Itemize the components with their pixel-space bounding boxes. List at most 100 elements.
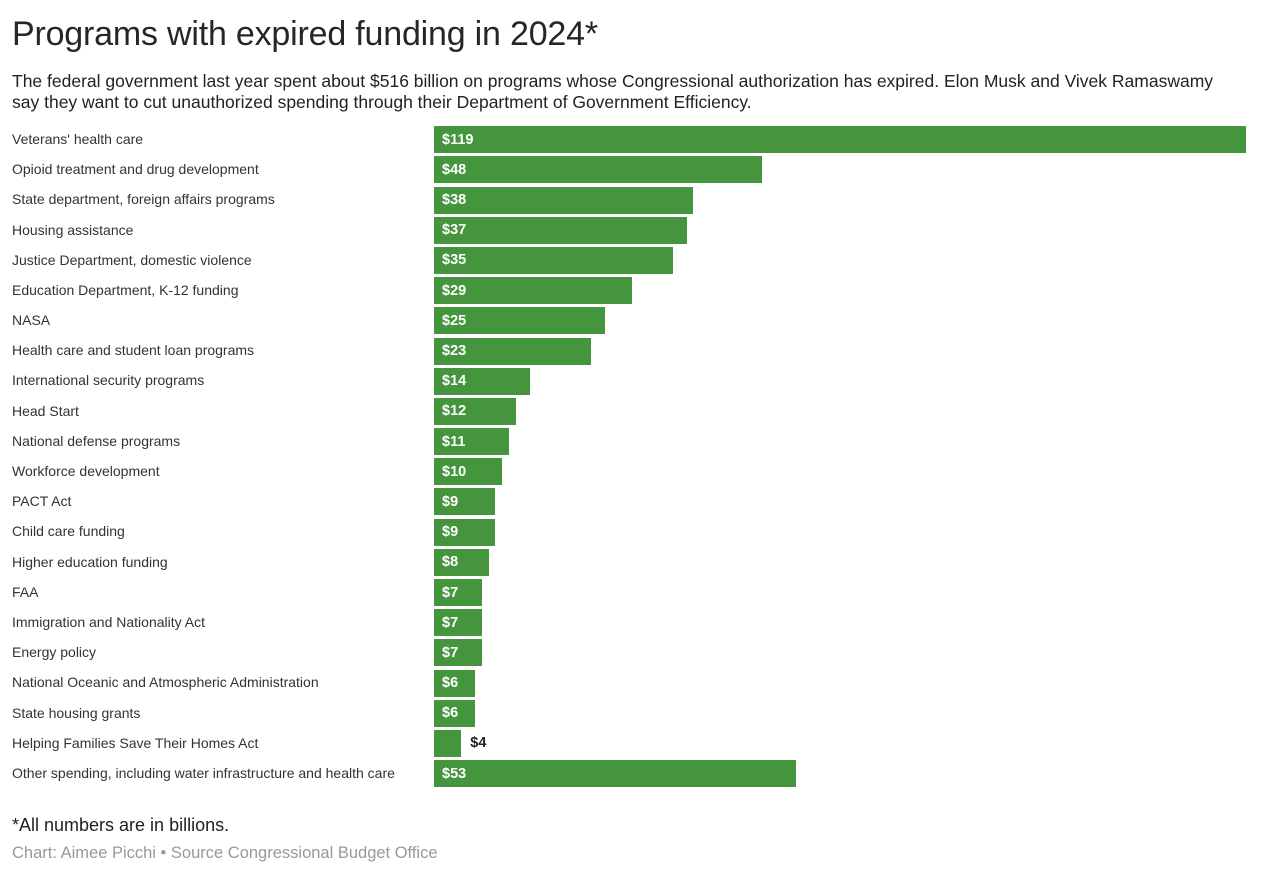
category-label: Other spending, including water infrastr… [12,764,395,781]
bar[interactable]: $119 [434,126,1246,154]
bar[interactable] [434,729,462,757]
bar[interactable]: $37 [434,216,687,244]
bar-row: Opioid treatment and drug development $48 [12,156,1268,184]
bar-track: $7 [434,579,1268,606]
bar-track: $25 [434,307,1268,335]
value-label: $14 [442,373,467,390]
bar-track: $6 [434,699,1268,727]
bar-row: Veterans' health care $119 [12,126,1268,154]
credit-line: Chart: Aimee Picchi • Source Congression… [12,844,438,863]
value-label: $53 [442,765,467,782]
bar[interactable]: $7 [434,609,482,637]
bar-track: $9 [434,518,1268,546]
category-label: National Oceanic and Atmospheric Adminis… [12,674,319,691]
bar-row: Housing assistance $37 [12,216,1268,244]
bar-track: $9 [434,488,1268,516]
value-label: $37 [442,222,467,239]
bar-track: $38 [434,186,1268,214]
bar[interactable]: $6 [434,699,475,727]
bar-row: Immigration and Nationality Act $7 [12,609,1268,637]
value-label: $7 [442,614,459,631]
bar[interactable]: $8 [434,548,489,576]
value-label: $8 [442,554,459,571]
bar-track: $29 [434,277,1268,305]
bar-row: National Oceanic and Atmospheric Adminis… [12,669,1268,697]
value-label: $29 [442,282,467,299]
category-label: NASA [12,312,51,329]
footnote: *All numbers are in billions. [12,815,230,836]
category-label: Workforce development [12,463,160,480]
bar[interactable]: $38 [434,186,694,214]
bar[interactable]: $35 [434,246,673,274]
bar-row: Helping Families Save Their Homes Act $4 [12,729,1268,757]
bar-track: $23 [434,337,1268,365]
bar-row: State department, foreign affairs progra… [12,186,1268,214]
bar-row: Higher education funding $8 [12,548,1268,576]
category-label: State housing grants [12,704,141,721]
value-label: $35 [442,252,467,269]
chart-title: Programs with expired funding in 2024* [12,15,598,53]
bar-track: $10 [434,458,1268,486]
bar-row: National defense programs $11 [12,428,1268,456]
category-label: Health care and student loan programs [12,342,255,359]
category-label: Justice Department, domestic violence [12,251,252,268]
value-label: $11 [442,433,466,450]
value-label: $119 [442,131,474,148]
category-label: Immigration and Nationality Act [12,613,205,630]
bar-row: Other spending, including water infrastr… [12,760,1268,788]
bar-track: $14 [434,367,1268,395]
bar-track: $35 [434,246,1268,274]
bar-track: $119 [434,126,1268,154]
category-label: State department, foreign affairs progra… [12,191,275,208]
bar-track: $7 [434,609,1268,637]
value-label: $23 [442,343,467,359]
category-label: Housing assistance [12,221,134,238]
bar[interactable]: $12 [434,397,516,425]
bar-row: Justice Department, domestic violence $35 [12,246,1268,274]
bar-track: $8 [434,548,1268,576]
value-label: $48 [442,161,467,178]
bar[interactable]: $29 [434,277,632,305]
bar-row: Education Department, K-12 funding $29 [12,277,1268,305]
category-label: Education Department, K-12 funding [12,281,239,298]
bar[interactable]: $7 [434,579,482,606]
bar[interactable]: $14 [434,367,530,395]
value-label: $12 [442,403,467,420]
bar-row: Workforce development $10 [12,458,1268,486]
bar-row: International security programs $14 [12,367,1268,395]
bar-track: $12 [434,397,1268,425]
value-label: $6 [442,705,459,722]
value-label: $38 [442,192,467,209]
bar[interactable]: $48 [434,156,762,184]
category-label: Veterans' health care [12,130,144,147]
category-label: International security programs [12,372,205,389]
bar-track: $37 [434,216,1268,244]
bar[interactable]: $53 [434,760,796,788]
value-label: $7 [442,584,459,601]
bar[interactable]: $7 [434,639,482,667]
bar[interactable]: $11 [434,428,510,456]
bar-track: $53 [434,760,1268,788]
bar[interactable]: $9 [434,518,496,546]
value-label: $25 [442,312,467,329]
value-label: $9 [442,524,459,541]
bar-row: Energy policy $7 [12,639,1268,667]
bar[interactable]: $10 [434,458,503,486]
bar[interactable]: $25 [434,307,605,335]
bar[interactable]: $6 [434,669,475,697]
value-label: $6 [442,675,459,692]
category-label: Head Start [12,402,79,419]
bar-chart: Veterans' health care $119 Opioid treatmen… [12,126,1268,788]
bar[interactable]: $9 [434,488,496,516]
bar[interactable]: $23 [434,337,591,365]
bar-row: NASA $25 [12,307,1268,335]
category-label: Higher education funding [12,553,168,570]
category-label: PACT Act [12,493,72,510]
category-label: Opioid treatment and drug development [12,161,259,178]
bar-track: $7 [434,639,1268,667]
bar-row: Health care and student loan programs $23 [12,337,1268,365]
category-label: Helping Families Save Their Homes Act [12,734,259,751]
category-label: Child care funding [12,523,125,540]
bar-row: Head Start $12 [12,397,1268,425]
